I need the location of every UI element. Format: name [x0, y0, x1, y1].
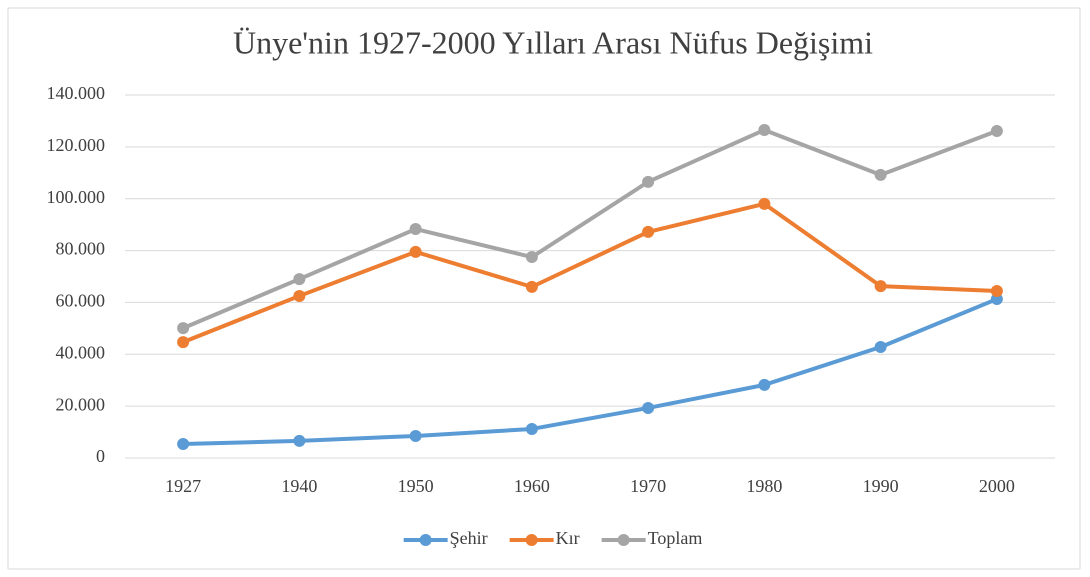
point: [293, 289, 306, 302]
point: [293, 273, 306, 286]
series-line: [183, 297, 998, 446]
chart-title: Ünye'nin 1927-2000 Yılları Arası Nüfus D…: [233, 24, 873, 60]
x-tick-label: 1970: [630, 476, 666, 496]
point: [525, 280, 538, 293]
y-tick-label: 40.000: [56, 342, 106, 362]
point: [990, 125, 1003, 138]
point: [409, 245, 422, 258]
point: [293, 434, 306, 447]
series-line: [182, 128, 998, 330]
legend-label: Kır: [556, 528, 580, 548]
point: [758, 124, 771, 137]
legend-label: Şehir: [450, 528, 488, 548]
point: [758, 197, 771, 210]
point: [642, 401, 655, 414]
y-tick-label: 0: [96, 446, 105, 466]
point: [758, 378, 771, 391]
point: [177, 336, 190, 349]
x-tick-label: 1960: [514, 476, 550, 496]
point: [874, 341, 887, 354]
y-tick-label: 120.000: [47, 135, 106, 155]
x-tick-label: 1940: [281, 476, 317, 496]
legend-marker: [617, 534, 630, 546]
point: [642, 225, 655, 238]
point: [177, 437, 190, 450]
y-tick-label: 140.000: [47, 83, 106, 103]
y-tick-label: 100.000: [47, 187, 106, 207]
point: [525, 251, 538, 264]
point: [990, 285, 1003, 298]
point: [874, 168, 887, 181]
point: [409, 429, 422, 442]
legend-marker: [419, 534, 432, 546]
x-tick-label: 1980: [746, 476, 782, 496]
y-tick-label: 60.000: [56, 291, 106, 311]
x-tick-label: 1950: [398, 476, 434, 496]
point: [642, 175, 655, 188]
point: [409, 223, 422, 236]
point: [177, 322, 190, 335]
legend-marker: [525, 534, 538, 546]
x-tick-label: 2000: [979, 476, 1015, 496]
x-tick-label: 1990: [863, 476, 899, 496]
series-line: [182, 201, 997, 344]
y-tick-label: 80.000: [56, 239, 106, 259]
y-tick-label: 20.000: [56, 394, 106, 414]
point: [874, 280, 887, 293]
x-tick-label: 1927: [165, 476, 201, 496]
legend-label: Toplam: [648, 528, 703, 548]
point: [525, 422, 538, 435]
